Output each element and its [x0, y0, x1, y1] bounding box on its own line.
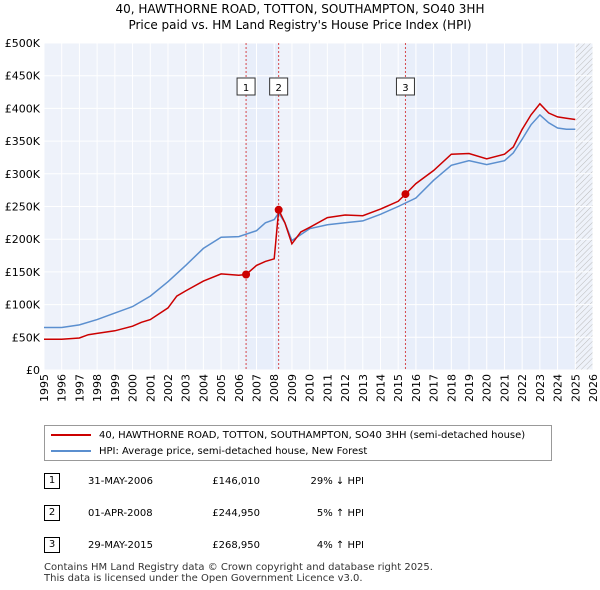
- x-tick-label: 2011: [321, 374, 334, 402]
- transaction-row-1: 1 31-MAY-2006 £146,010 29% ↓ HPI: [44, 473, 544, 491]
- transaction-date: 31-MAY-2006: [88, 476, 154, 487]
- y-tick-label: £450K: [5, 70, 41, 83]
- transaction-price: £268,950: [212, 540, 260, 551]
- x-tick-label: 2016: [410, 374, 423, 402]
- chart-title: 40, HAWTHORNE ROAD, TOTTON, SOUTHAMPTON,…: [115, 2, 485, 16]
- transaction-number: 1: [44, 473, 60, 489]
- x-tick-label: 2003: [180, 374, 193, 402]
- property-series-line: [44, 102, 576, 341]
- transaction-price: £146,010: [212, 476, 260, 487]
- x-tick-label: 2023: [534, 374, 547, 402]
- y-tick-label: £350K: [5, 135, 41, 148]
- transaction-row-3: 3 29-MAY-2015 £268,950 4% ↑ HPI: [44, 537, 544, 555]
- x-tick-label: 2019: [463, 374, 476, 402]
- x-tick-label: 2022: [516, 374, 529, 402]
- y-tick-label: £0: [26, 364, 40, 377]
- x-tick-label: 2024: [552, 374, 565, 402]
- x-tick-label: 2018: [445, 374, 458, 402]
- x-tick-label: 2017: [428, 374, 441, 402]
- transaction-price: £244,950: [212, 508, 260, 519]
- x-tick-label: 1995: [38, 374, 51, 402]
- footer-copyright: Contains HM Land Registry data © Crown c…: [44, 562, 433, 573]
- y-tick-label: £300K: [5, 168, 41, 181]
- legend-label-property: 40, HAWTHORNE ROAD, TOTTON, SOUTHAMPTON,…: [99, 430, 526, 441]
- chart-subtitle: Price paid vs. HM Land Registry's House …: [128, 18, 472, 32]
- transaction-date: 01-APR-2008: [88, 508, 153, 519]
- x-tick-label: 2008: [268, 374, 281, 402]
- transaction-row-2: 2 01-APR-2008 £244,950 5% ↑ HPI: [44, 505, 544, 523]
- transaction-date: 29-MAY-2015: [88, 540, 154, 551]
- y-tick-label: £200K: [5, 233, 41, 246]
- legend-item-hpi: HPI: Average price, semi-detached house,…: [51, 444, 367, 460]
- x-tick-label: 1997: [73, 374, 86, 402]
- footer-licence: This data is licensed under the Open Gov…: [44, 573, 363, 584]
- y-tick-label: £150K: [5, 266, 41, 279]
- transaction-point-1: [242, 270, 251, 279]
- x-tick-label: 2013: [357, 374, 370, 402]
- legend-item-property: 40, HAWTHORNE ROAD, TOTTON, SOUTHAMPTON,…: [51, 428, 525, 444]
- x-tick-label: 2012: [339, 374, 352, 402]
- price-chart: 1 2 3 £0 £50K £100K £150K £200K £250K £300K £350K £…: [5, 37, 600, 402]
- x-tick-label: 2025: [569, 374, 582, 402]
- transaction-hpi-diff: 29% ↓ HPI: [310, 476, 364, 487]
- x-tick-label: 2002: [162, 374, 175, 402]
- hpi-series-line: [44, 113, 576, 329]
- transaction-point-3: [401, 190, 410, 199]
- transaction-hpi-diff: 4% ↑ HPI: [316, 540, 364, 551]
- x-tick-label: 2006: [233, 374, 246, 402]
- x-tick-label: 2001: [144, 374, 157, 402]
- transaction-label-box-2: [269, 77, 289, 96]
- x-tick-label: 2000: [127, 374, 140, 402]
- transaction-label-3: 3: [402, 83, 408, 94]
- x-tick-label: 2015: [392, 374, 405, 402]
- x-tick-label: 2021: [498, 374, 511, 402]
- x-tick-label: 1999: [109, 374, 122, 402]
- x-tick-label: 2020: [481, 374, 494, 402]
- legend-swatch-hpi: [51, 450, 91, 452]
- x-tick-label: 2005: [215, 374, 228, 402]
- legend-label-hpi: HPI: Average price, semi-detached house,…: [99, 446, 368, 457]
- x-tick-label: 1996: [56, 374, 69, 402]
- y-tick-label: £50K: [12, 331, 41, 344]
- transaction-number: 3: [44, 537, 60, 553]
- transaction-label-1: 1: [243, 83, 249, 94]
- y-tick-label: £250K: [5, 201, 41, 214]
- chart-legend: 40, HAWTHORNE ROAD, TOTTON, SOUTHAMPTON,…: [44, 425, 552, 461]
- transaction-label-2: 2: [275, 83, 281, 94]
- x-tick-label: 2007: [251, 374, 264, 402]
- x-tick-label: 1998: [91, 374, 104, 402]
- y-tick-label: £500K: [5, 37, 41, 50]
- x-tick-label: 2004: [197, 374, 210, 402]
- x-tick-label: 2010: [304, 374, 317, 402]
- y-tick-label: £400K: [5, 102, 41, 115]
- transaction-hpi-diff: 5% ↑ HPI: [316, 508, 364, 519]
- x-tick-label: 2014: [374, 374, 387, 402]
- x-tick-label: 2009: [286, 374, 299, 402]
- transaction-point-2: [274, 205, 283, 214]
- y-tick-label: £100K: [5, 299, 41, 312]
- x-tick-label: 2026: [587, 374, 600, 402]
- transaction-label-box-1: [236, 77, 256, 96]
- transaction-label-box-3: [395, 77, 415, 96]
- legend-swatch-property: [51, 434, 91, 436]
- transaction-number: 2: [44, 505, 60, 521]
